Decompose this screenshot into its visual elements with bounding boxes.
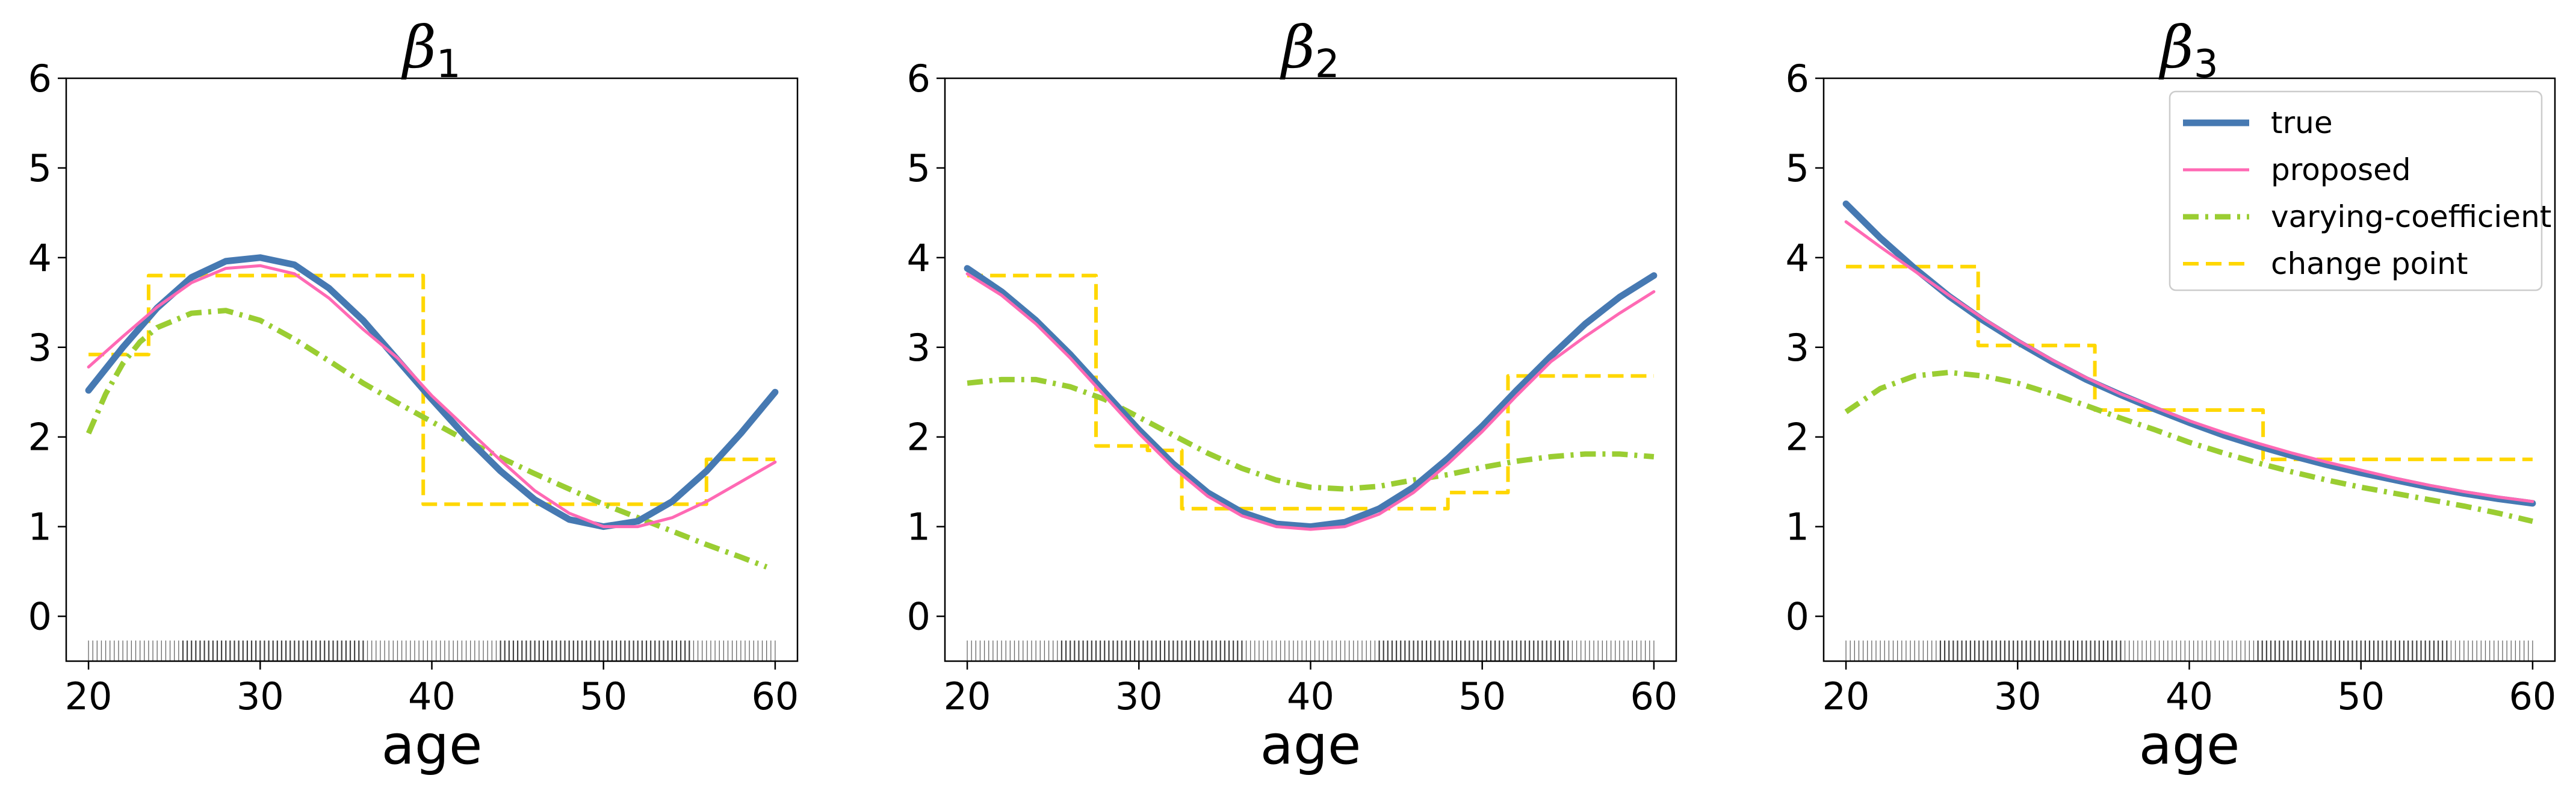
y-tick-label: 1 bbox=[1786, 505, 1809, 549]
series-line-change-point bbox=[1846, 264, 2533, 461]
title-symbol: β bbox=[2158, 14, 2194, 81]
title-symbol: β bbox=[1280, 14, 1315, 81]
y-tick-label: 3 bbox=[1786, 326, 1809, 370]
x-tick-label: 50 bbox=[580, 674, 627, 718]
series-group bbox=[964, 265, 1658, 531]
y-tick-label: 6 bbox=[907, 57, 930, 101]
series-line-proposed bbox=[965, 272, 1656, 531]
y-tick-label: 0 bbox=[28, 595, 52, 639]
series-line-varying-coefficient bbox=[1844, 370, 2533, 524]
x-tick-label: 40 bbox=[1287, 674, 1334, 718]
x-tick-label: 60 bbox=[2509, 674, 2556, 718]
x-tick-label: 30 bbox=[1115, 674, 1163, 718]
legend-label: proposed bbox=[2271, 152, 2411, 187]
x-axis-label: age bbox=[1260, 714, 1361, 777]
y-tick-label: 1 bbox=[28, 505, 52, 549]
y-tick-label: 0 bbox=[1786, 595, 1809, 639]
y-tick-label: 6 bbox=[28, 57, 52, 101]
y-tick-label: 4 bbox=[1786, 236, 1809, 280]
series-line-varying-coefficient bbox=[85, 308, 768, 570]
plot-frame bbox=[65, 77, 799, 662]
series-group bbox=[1842, 201, 2536, 524]
legend-label: change point bbox=[2271, 246, 2468, 281]
x-tick-label: 20 bbox=[1822, 674, 1870, 718]
legend: true proposed varying-coefficient change po… bbox=[2169, 90, 2551, 291]
x-axis-label: age bbox=[382, 714, 483, 777]
panel-title: β1 bbox=[401, 14, 460, 87]
title-symbol: β bbox=[401, 14, 436, 81]
x-tick-label: 30 bbox=[237, 674, 284, 718]
title-subscript: 2 bbox=[1315, 42, 1340, 87]
series-line-change-point bbox=[88, 273, 775, 506]
y-tick-label: 5 bbox=[1786, 146, 1809, 190]
y-tick-label: 6 bbox=[1786, 57, 1809, 101]
x-axis-label: age bbox=[2139, 714, 2240, 777]
legend-label: varying-coefficient bbox=[2271, 199, 2551, 234]
series-line-varying-coefficient bbox=[967, 376, 1655, 492]
x-tick-label: 40 bbox=[408, 674, 456, 718]
x-tick-label: 60 bbox=[1630, 674, 1677, 718]
x-tick-label: 60 bbox=[751, 674, 799, 718]
y-tick-label: 5 bbox=[907, 146, 930, 190]
y-tick-label: 2 bbox=[907, 415, 930, 459]
series-line-proposed bbox=[87, 264, 777, 529]
y-tick-label: 4 bbox=[28, 236, 52, 280]
y-tick-label: 3 bbox=[28, 326, 52, 370]
x-tick-label: 50 bbox=[2337, 674, 2385, 718]
y-tick-label: 0 bbox=[907, 595, 930, 639]
series-line-true bbox=[85, 254, 779, 530]
series-line-change-point bbox=[967, 273, 1654, 511]
y-tick-label: 1 bbox=[907, 505, 930, 549]
series-line-true bbox=[964, 265, 1658, 530]
y-tick-label: 2 bbox=[28, 415, 52, 459]
x-tick-label: 20 bbox=[65, 674, 113, 718]
y-tick-label: 3 bbox=[907, 326, 930, 370]
panel-title: β2 bbox=[1280, 14, 1339, 87]
panel-title: β3 bbox=[2158, 14, 2218, 87]
x-tick-label: 20 bbox=[944, 674, 991, 718]
y-tick-label: 2 bbox=[1786, 415, 1809, 459]
y-tick-label: 5 bbox=[28, 146, 52, 190]
plot-frame bbox=[944, 77, 1677, 662]
legend-label: true bbox=[2271, 105, 2333, 140]
x-tick-label: 40 bbox=[2166, 674, 2213, 718]
x-tick-label: 50 bbox=[1458, 674, 1506, 718]
title-subscript: 1 bbox=[436, 42, 461, 87]
series-line-proposed bbox=[1844, 220, 2534, 503]
x-tick-label: 30 bbox=[1994, 674, 2042, 718]
legend-box bbox=[2169, 90, 2543, 291]
series-group bbox=[85, 254, 779, 570]
y-tick-label: 4 bbox=[907, 236, 930, 280]
title-subscript: 3 bbox=[2194, 42, 2218, 87]
